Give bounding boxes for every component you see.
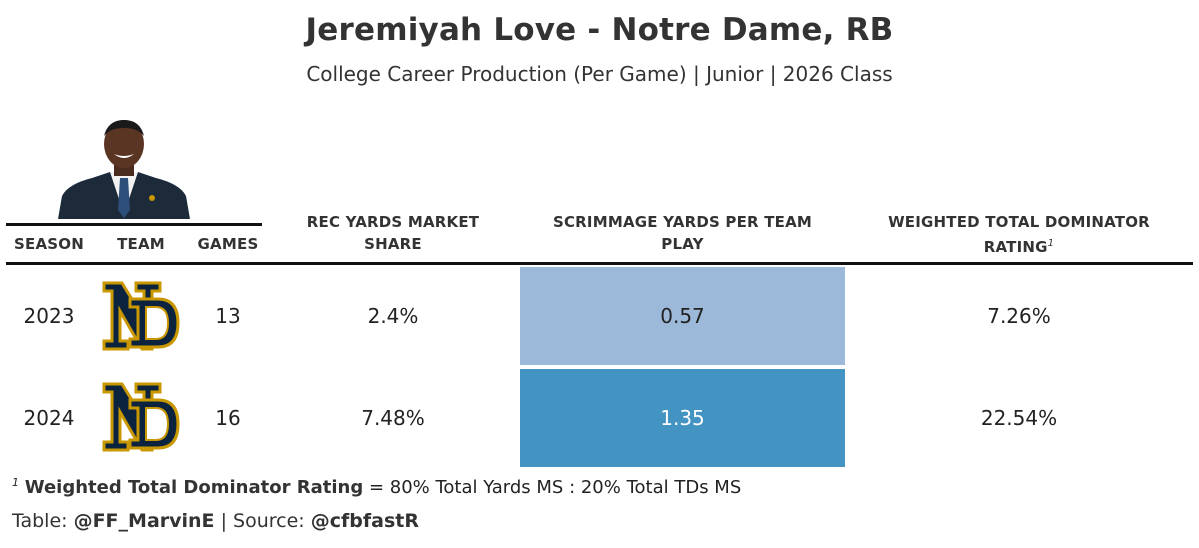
header-rule <box>6 262 1193 265</box>
notre-dame-logo-icon <box>102 281 180 351</box>
player-headshot <box>58 120 190 219</box>
footnote-marker: 1 <box>12 476 19 489</box>
header-wtdr: WEIGHTED TOTAL DOMINATOR RATING1 <box>860 211 1178 258</box>
row-1-scrimmage-ypp-cell: 0.57 <box>520 267 845 365</box>
header-wtdr-marker: 1 <box>1047 238 1055 249</box>
row-2-scrimmage-ypp-cell: 1.35 <box>520 369 845 467</box>
source-line: Table: @FF_MarvinE | Source: @cfbfastR <box>12 510 419 532</box>
group-rule <box>6 223 262 226</box>
footnote-term: Weighted Total Dominator Rating <box>24 477 364 498</box>
page-subtitle: College Career Production (Per Game) | J… <box>306 62 893 86</box>
row-1-games: 13 <box>215 304 241 328</box>
table-author: @FF_MarvinE <box>73 510 215 532</box>
header-rec-line2: SHARE <box>364 235 422 253</box>
header-wtdr-line2: RATING <box>983 238 1048 256</box>
footnote: 1 Weighted Total Dominator Rating = 80% … <box>12 476 741 498</box>
header-scrim-line1: SCRIMMAGE YARDS PER TEAM <box>552 213 813 231</box>
row-2-season: 2024 <box>23 406 75 430</box>
source-separator: | Source: <box>214 510 311 532</box>
row-1-wtdr: 7.26% <box>987 304 1051 328</box>
header-scrimmage-ypp: SCRIMMAGE YARDS PER TEAM PLAY <box>520 211 845 255</box>
table-label: Table: <box>12 510 74 532</box>
row-2-scrimmage-ypp: 1.35 <box>660 406 705 430</box>
header-team: TEAM <box>117 235 165 253</box>
header-wtdr-line2-wrap: RATING1 <box>860 233 1178 258</box>
header-games: GAMES <box>197 235 259 253</box>
header-season: SEASON <box>14 235 84 253</box>
page-title: Jeremiyah Love - Notre Dame, RB <box>305 12 894 48</box>
footnote-definition: = 80% Total Yards MS : 20% Total TDs MS <box>363 477 742 498</box>
row-2-games: 16 <box>215 406 241 430</box>
row-2-wtdr: 22.54% <box>980 406 1058 430</box>
row-1-season: 2023 <box>23 304 75 328</box>
header-scrim-line2: PLAY <box>661 235 704 253</box>
notre-dame-logo-icon <box>102 382 180 452</box>
row-2-rec-yards-ms: 7.48% <box>361 406 425 430</box>
source-name: @cfbfastR <box>310 510 419 532</box>
header-wtdr-line1: WEIGHTED TOTAL DOMINATOR <box>888 213 1150 231</box>
row-1-scrimmage-ypp: 0.57 <box>660 304 705 328</box>
header-rec-yards-ms: REC YARDS MARKET SHARE <box>290 211 496 255</box>
row-1-rec-yards-ms: 2.4% <box>367 304 419 328</box>
header-rec-line1: REC YARDS MARKET <box>306 213 480 231</box>
